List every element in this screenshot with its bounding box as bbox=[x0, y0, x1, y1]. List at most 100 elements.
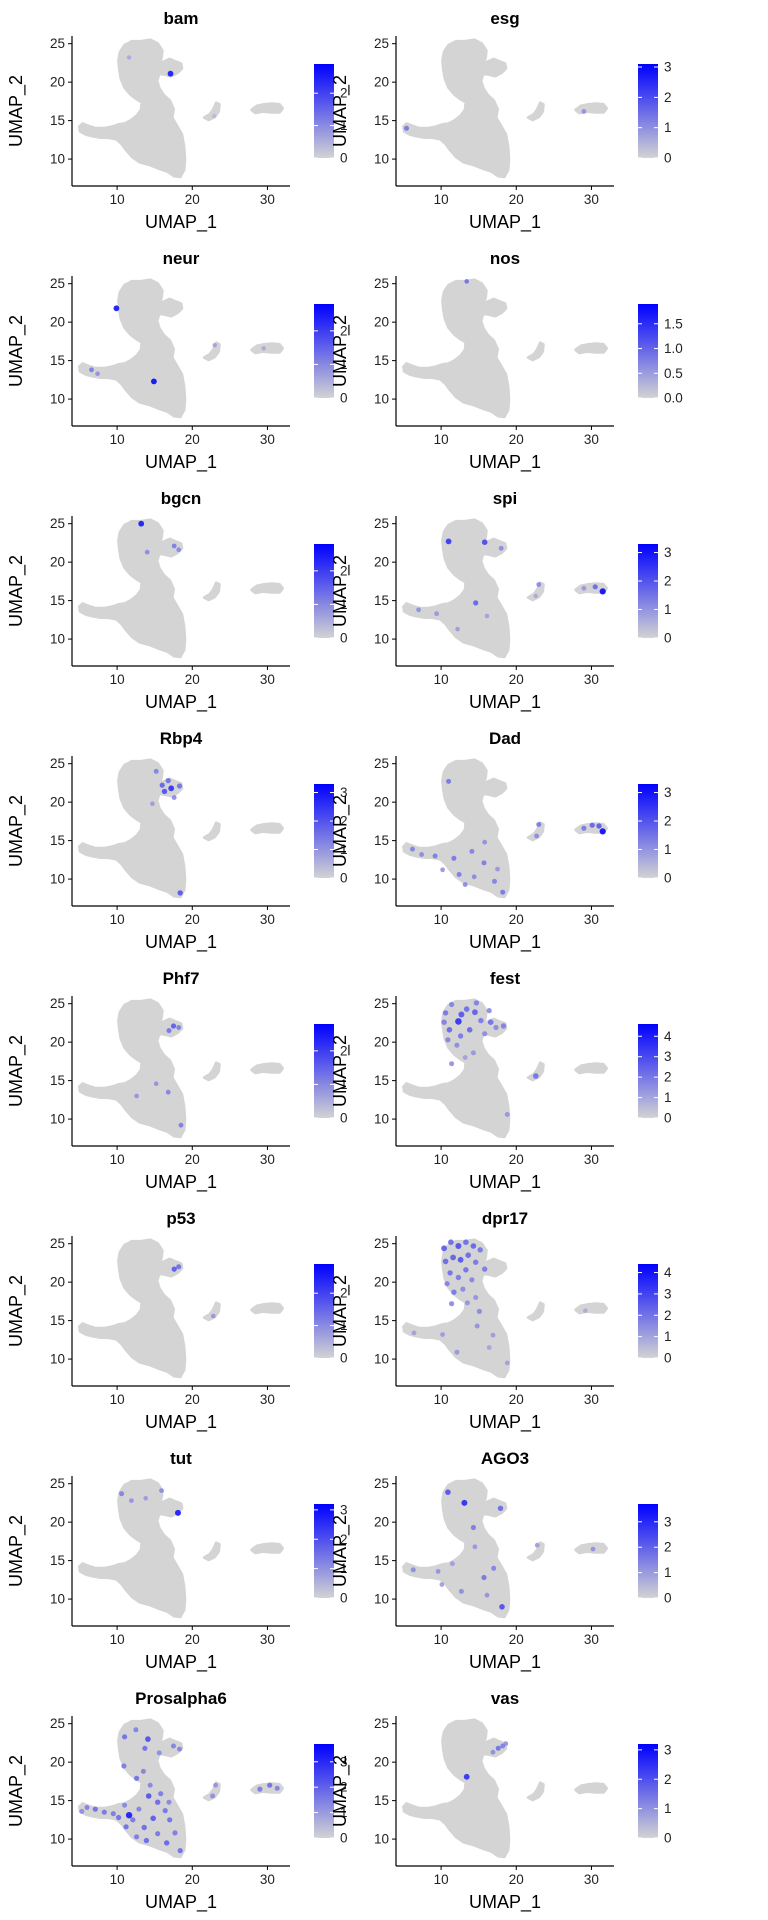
cell-point bbox=[439, 1582, 445, 1587]
cell-cluster-2 bbox=[526, 1541, 545, 1562]
cell-point bbox=[473, 1295, 479, 1300]
x-tick-label: 10 bbox=[434, 192, 449, 207]
colorbar-label: 0 bbox=[664, 1591, 672, 1606]
colorbar-label: 0 bbox=[664, 1351, 672, 1366]
y-tick-label: 25 bbox=[374, 36, 389, 51]
colorbar-label: 2 bbox=[340, 1043, 348, 1058]
cell-point bbox=[458, 1011, 465, 1018]
y-axis-title: UMAP_2 bbox=[330, 1035, 351, 1107]
y-tick-label: 25 bbox=[50, 756, 65, 771]
cell-point bbox=[477, 1247, 483, 1253]
cell-cluster-3 bbox=[574, 1062, 608, 1075]
expression-colorbar: 0 1 2 bbox=[314, 544, 348, 646]
panel-title: neur bbox=[163, 249, 200, 268]
colorbar-label: 2 bbox=[340, 86, 348, 101]
cell-cluster-2 bbox=[526, 341, 545, 362]
y-axis-title: UMAP_2 bbox=[330, 555, 351, 627]
x-axis-title: UMAP_1 bbox=[469, 1652, 541, 1673]
expressing-cells bbox=[171, 1264, 216, 1319]
colorbar-gradient bbox=[638, 544, 658, 638]
feature-panel-tut: tut 10 20 30 10 15 20 25 UMAP_1 UMAP_2 0 1 2 3 bbox=[6, 1449, 348, 1673]
expression-colorbar: 0 1 2 3 bbox=[314, 1744, 348, 1846]
umap-cell-cloud bbox=[78, 1478, 284, 1619]
cell-point bbox=[410, 846, 415, 852]
x-tick-label: 20 bbox=[509, 432, 524, 447]
cell-point bbox=[166, 1799, 172, 1805]
colorbar-label: 3 bbox=[340, 1502, 348, 1517]
umap-cell-cloud bbox=[78, 38, 284, 179]
cell-point bbox=[159, 1488, 164, 1493]
cell-point bbox=[463, 1267, 469, 1273]
x-tick-label: 20 bbox=[185, 192, 200, 207]
expression-colorbar: 0 1 2 3 bbox=[314, 784, 348, 886]
cell-point bbox=[590, 1546, 596, 1552]
panel-title: p53 bbox=[166, 1209, 195, 1228]
x-axis-title: UMAP_1 bbox=[469, 692, 541, 713]
cell-point bbox=[451, 1289, 457, 1295]
x-tick-label: 20 bbox=[185, 912, 200, 927]
colorbar-label: 1 bbox=[664, 602, 672, 617]
cell-point bbox=[145, 1793, 152, 1799]
x-tick-label: 20 bbox=[185, 1872, 200, 1887]
cell-point bbox=[442, 1258, 449, 1265]
cell-point bbox=[446, 778, 452, 784]
cell-point bbox=[165, 1089, 171, 1095]
x-tick-label: 30 bbox=[584, 672, 599, 687]
x-tick-label: 30 bbox=[260, 1632, 275, 1647]
cell-point bbox=[113, 305, 120, 312]
colorbar-label: 2 bbox=[340, 814, 348, 829]
y-axis-title: UMAP_2 bbox=[6, 1275, 27, 1347]
cell-point bbox=[166, 1028, 172, 1034]
colorbar-label: 1 bbox=[340, 1561, 348, 1576]
cell-point bbox=[440, 867, 445, 873]
cell-cluster-2 bbox=[202, 1541, 221, 1562]
expression-colorbar: 0 1 2 3 bbox=[638, 1742, 672, 1846]
x-tick-label: 30 bbox=[260, 192, 275, 207]
cell-point bbox=[175, 1509, 181, 1516]
cell-point bbox=[153, 768, 159, 774]
feature-panel-rbp4: Rbp4 10 20 30 10 15 20 25 UMAP_1 UMAP_2 0 1 2 3 bbox=[6, 729, 348, 953]
panel-title: spi bbox=[493, 489, 518, 508]
colorbar-label: 1 bbox=[340, 597, 348, 612]
cell-cluster-2 bbox=[526, 1301, 545, 1322]
colorbar-label: 4 bbox=[664, 1265, 672, 1280]
cell-point bbox=[493, 1024, 499, 1031]
cell-point bbox=[171, 795, 177, 800]
cell-cluster-2 bbox=[526, 581, 545, 602]
x-axis-title: UMAP_1 bbox=[469, 452, 541, 473]
x-axis-title: UMAP_1 bbox=[145, 452, 217, 473]
y-axis-title: UMAP_2 bbox=[330, 1275, 351, 1347]
cell-point bbox=[441, 1245, 447, 1252]
y-tick-label: 15 bbox=[50, 1313, 65, 1328]
colorbar-gradient bbox=[314, 1264, 334, 1358]
cell-point bbox=[170, 1023, 177, 1029]
colorbar-label: 0 bbox=[340, 391, 348, 406]
y-tick-label: 25 bbox=[50, 1236, 65, 1251]
cell-point bbox=[482, 839, 488, 845]
y-tick-label: 25 bbox=[50, 276, 65, 291]
x-tick-label: 10 bbox=[110, 1872, 125, 1887]
cell-point bbox=[176, 1025, 182, 1030]
y-tick-label: 20 bbox=[374, 315, 389, 330]
expressing-cells bbox=[89, 305, 266, 385]
x-tick-label: 10 bbox=[110, 192, 125, 207]
cell-point bbox=[150, 1815, 156, 1822]
y-tick-label: 25 bbox=[50, 36, 65, 51]
cell-point bbox=[142, 1745, 148, 1751]
y-tick-label: 10 bbox=[374, 1592, 389, 1607]
cell-point bbox=[476, 1308, 482, 1314]
cell-point bbox=[454, 1042, 460, 1048]
cell-point bbox=[448, 1239, 454, 1245]
cell-point bbox=[130, 1817, 136, 1823]
expressing-cells bbox=[464, 279, 470, 284]
cell-point bbox=[447, 1270, 453, 1276]
cell-point bbox=[171, 543, 177, 549]
cell-point bbox=[136, 1806, 142, 1812]
cell-point bbox=[116, 1814, 122, 1821]
expression-colorbar: 0 1 2 3 bbox=[638, 1504, 672, 1606]
cell-point bbox=[495, 866, 500, 872]
cell-cluster-2 bbox=[526, 1781, 545, 1802]
x-tick-label: 20 bbox=[509, 1632, 524, 1647]
cell-point bbox=[464, 1300, 470, 1306]
